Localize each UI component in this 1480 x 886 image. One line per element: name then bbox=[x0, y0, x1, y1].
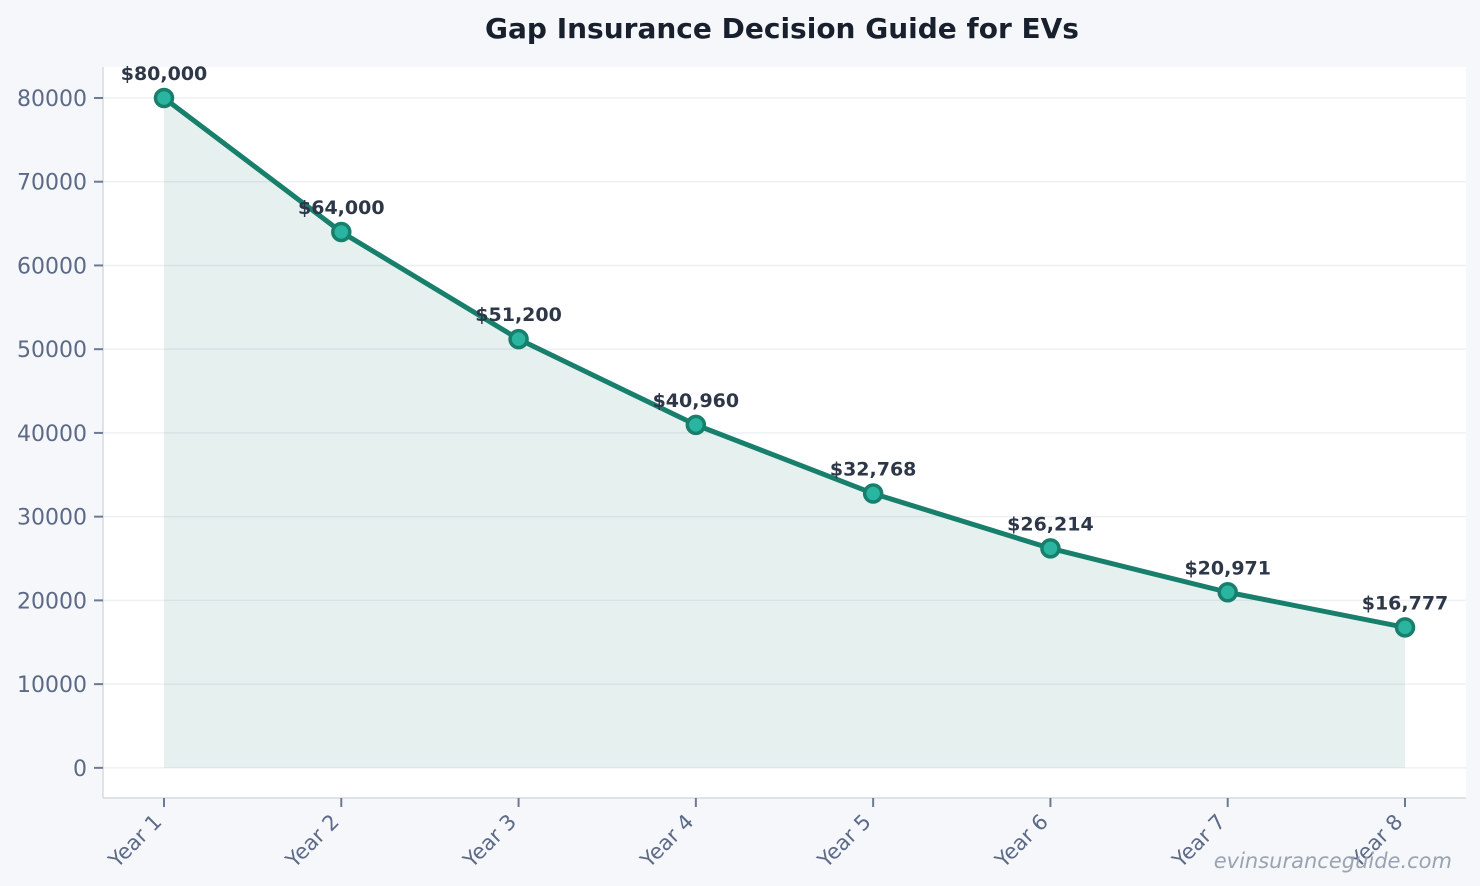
point-value-label: $40,960 bbox=[653, 390, 740, 412]
x-tick-label: Year 1 bbox=[103, 810, 166, 873]
x-tick-label: Year 5 bbox=[812, 810, 875, 873]
x-tick-label: Year 3 bbox=[458, 810, 521, 873]
x-tick-label: Year 2 bbox=[281, 810, 344, 873]
y-tick-label: 40000 bbox=[17, 422, 87, 447]
depreciation-line bbox=[161, 95, 1408, 630]
data-point bbox=[1040, 538, 1061, 559]
x-tick-label: Year 6 bbox=[990, 810, 1053, 873]
y-tick-label: 50000 bbox=[17, 338, 87, 363]
data-point bbox=[685, 414, 707, 436]
point-value-label: $16,777 bbox=[1362, 592, 1449, 614]
x-tick-label: Year 4 bbox=[635, 810, 698, 873]
series bbox=[153, 87, 1416, 768]
watermark: evinsuranceguide.com bbox=[1214, 849, 1452, 873]
y-tick-label: 60000 bbox=[17, 254, 87, 279]
data-point bbox=[1394, 617, 1416, 638]
y-tick-label: 10000 bbox=[17, 673, 87, 698]
point-value-label: $51,200 bbox=[475, 304, 562, 326]
data-point bbox=[153, 87, 175, 109]
chart-title: Gap Insurance Decision Guide for EVs bbox=[485, 12, 1079, 45]
data-point bbox=[1217, 582, 1238, 603]
y-tick-label: 80000 bbox=[17, 87, 87, 112]
point-value-label: $26,214 bbox=[1007, 513, 1094, 535]
y-tick-label: 0 bbox=[73, 757, 87, 782]
area-fill bbox=[164, 98, 1405, 768]
point-value-label: $80,000 bbox=[121, 63, 208, 85]
y-tick-label: 20000 bbox=[17, 589, 87, 614]
data-point bbox=[331, 221, 352, 243]
point-value-label: $64,000 bbox=[298, 197, 385, 219]
y-tick-label: 70000 bbox=[17, 171, 87, 196]
y-tick-label: 30000 bbox=[17, 506, 87, 531]
point-value-label: $32,768 bbox=[830, 458, 917, 480]
data-point bbox=[862, 483, 884, 504]
data-labels: $80,000 $64,000 $51,200 $40,960 $32,768 $26,2… bbox=[121, 63, 1449, 614]
point-value-label: $20,971 bbox=[1184, 557, 1271, 579]
gridlines bbox=[103, 97, 1466, 769]
data-point bbox=[508, 328, 529, 350]
